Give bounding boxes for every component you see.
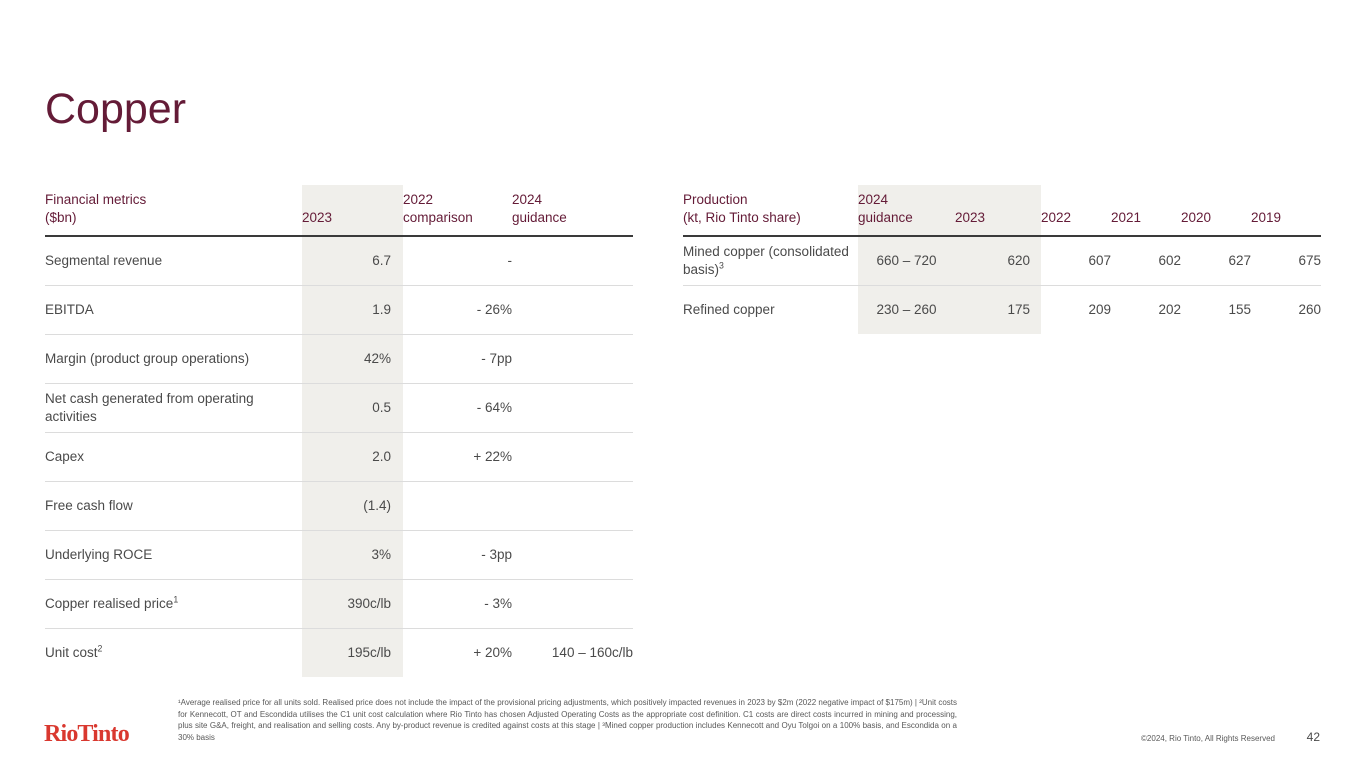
metric-label: Net cash generated from operating activi… (45, 383, 302, 433)
copyright-text: ©2024, Rio Tinto, All Rights Reserved (1141, 734, 1275, 743)
metric-comparison-value: - 26% (403, 285, 512, 335)
financial-title-line2: ($bn) (45, 210, 77, 226)
metric-label: Segmental revenue (45, 236, 302, 286)
col-header-2024-guidance: 2024 guidance (512, 185, 633, 237)
metric-comparison-value: - (403, 236, 512, 286)
table-row: Segmental revenue 6.7 - (45, 236, 633, 286)
metric-comparison-value: - 7pp (403, 334, 512, 384)
footnotes-text: ¹Average realised price for all units so… (178, 698, 957, 742)
metric-guidance-value: 140 – 160c/lb (551, 644, 633, 660)
production-2020-value: 627 (1181, 236, 1251, 286)
col-header-2024: 2024 (512, 192, 543, 208)
table-row: Margin (product group operations) 42% - … (45, 334, 633, 384)
metric-label: Copper realised price1 (45, 579, 302, 629)
col-header-2023: 2023 (955, 185, 1041, 237)
table-row: Copper realised price1 390c/lb - 3% (45, 579, 633, 629)
col-header-2024-guidance: 2024 guidance (858, 185, 955, 237)
metric-label: EBITDA (45, 285, 302, 335)
table-row: Free cash flow (1.4) (45, 481, 633, 531)
col-header-guidance: guidance (512, 210, 567, 226)
financial-title-line1: Financial metrics (45, 192, 147, 208)
col-header-comparison: comparison (403, 210, 473, 226)
production-2022-value: 607 (1041, 236, 1111, 286)
col-header-2022-comparison: 2022 comparison (403, 185, 512, 237)
col-header-2022: 2022 (1041, 185, 1111, 237)
metric-2023-value: (1.4) (302, 481, 403, 531)
production-2022-value: 209 (1088, 301, 1111, 317)
metric-guidance-value (512, 432, 633, 482)
metric-guidance-value (512, 383, 633, 433)
col-header-2024: 2024 (858, 192, 889, 208)
production-2023-value: 175 (955, 285, 1041, 334)
metric-comparison-value: - 64% (403, 383, 512, 433)
metric-label: Capex (45, 432, 302, 482)
metric-2023-value: 1.9 (302, 285, 403, 335)
metric-comparison-value (403, 481, 512, 531)
footnote-marker: 3 (719, 260, 724, 271)
table-row: Unit cost2 195c/lb + 20% 140 – 160c/lb (45, 628, 633, 677)
production-2023-value: 620 (955, 236, 1041, 286)
page-number: 42 (1306, 730, 1320, 744)
metric-comparison-value: - 3% (403, 579, 512, 629)
metric-comparison-value: - 3pp (403, 530, 512, 580)
financial-metrics-table: Financial metrics ($bn) 2023 2022 comparis… (45, 185, 633, 677)
metric-label: Free cash flow (45, 481, 302, 531)
metric-2023-value: 2.0 (302, 432, 403, 482)
production-table: Production (kt, Rio Tinto share) 2024 guid… (683, 185, 1321, 334)
footnote-marker: 2 (97, 643, 103, 654)
table-row: Underlying ROCE 3% - 3pp (45, 530, 633, 580)
table-row: Mined copper (consolidated basis)3 660 –… (683, 236, 1321, 286)
metric-label: Underlying ROCE (45, 530, 302, 580)
production-title-line1: Production (683, 192, 748, 208)
financial-header-row: Financial metrics ($bn) 2023 2022 comparis… (45, 185, 633, 237)
metric-2023-value: 3% (302, 530, 403, 580)
col-header-2023: 2023 (302, 185, 403, 237)
metric-label: Margin (product group operations) (45, 334, 302, 384)
metric-label: Unit cost2 (45, 643, 103, 660)
col-header-2021: 2021 (1111, 185, 1181, 237)
metric-2023-value: 390c/lb (302, 579, 403, 629)
metric-comparison-value: + 22% (403, 432, 512, 482)
metric-guidance-value (512, 285, 633, 335)
production-2019-value: 260 (1298, 301, 1321, 317)
production-guidance-value: 230 – 260 (858, 285, 955, 334)
col-header-guidance: guidance (858, 210, 913, 226)
production-label: Refined copper (683, 301, 775, 317)
metric-2023-value: 195c/lb (302, 628, 403, 677)
footnote-marker: 1 (173, 594, 179, 605)
metric-guidance-value (512, 481, 633, 531)
metric-guidance-value (512, 530, 633, 580)
metric-2023-value: 0.5 (302, 383, 403, 433)
production-table-title: Production (kt, Rio Tinto share) (683, 185, 858, 237)
production-label: Mined copper (consolidated basis)3 (683, 236, 858, 286)
production-2021-value: 202 (1158, 301, 1181, 317)
rio-tinto-logo: Rio Tinto (44, 721, 130, 747)
metric-2023-value: 42% (302, 334, 403, 384)
production-title-line2: (kt, Rio Tinto share) (683, 210, 801, 226)
col-header-2020: 2020 (1181, 185, 1251, 237)
table-row: Net cash generated from operating activi… (45, 383, 633, 433)
metric-2023-value: 6.7 (302, 236, 403, 286)
col-header-2019: 2019 (1251, 185, 1321, 237)
col-header-2022: 2022 (403, 192, 434, 208)
production-guidance-value: 660 – 720 (858, 236, 955, 286)
financial-table-title: Financial metrics ($bn) (45, 185, 302, 237)
production-2020-value: 155 (1228, 301, 1251, 317)
metric-guidance-value (512, 579, 633, 629)
production-header-row: Production (kt, Rio Tinto share) 2024 guid… (683, 185, 1321, 237)
production-2021-value: 602 (1111, 236, 1181, 286)
production-2019-value: 675 (1251, 236, 1321, 286)
metric-comparison-value: + 20% (473, 644, 512, 660)
page-title: Copper (45, 84, 187, 133)
table-row: Refined copper 230 – 260 175 209 202 155… (683, 285, 1321, 334)
metric-guidance-value (512, 236, 633, 286)
table-row: Capex 2.0 + 22% (45, 432, 633, 482)
metric-guidance-value (512, 334, 633, 384)
table-row: EBITDA 1.9 - 26% (45, 285, 633, 335)
